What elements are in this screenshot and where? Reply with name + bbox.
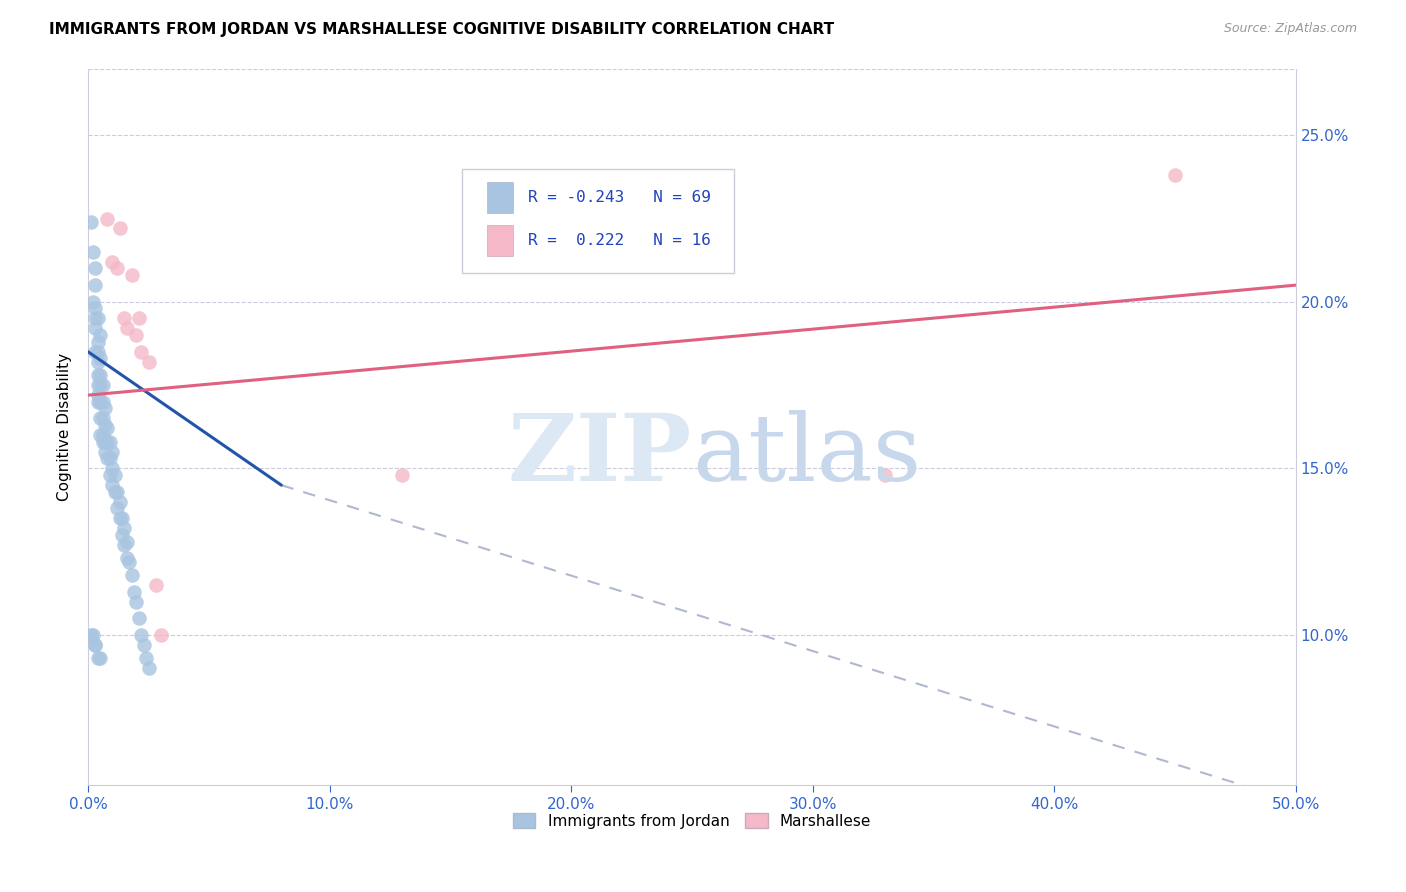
Point [91, 428, 114, 442]
Point [135, 651, 157, 665]
Point [125, 595, 148, 609]
Point [87, 651, 110, 665]
Point [94, 418, 117, 433]
Point [91, 434, 114, 449]
Point [104, 484, 127, 499]
Point [89, 351, 111, 366]
Point [121, 568, 143, 582]
Point [111, 528, 134, 542]
Point [105, 484, 128, 499]
Point [105, 501, 128, 516]
Point [128, 611, 150, 625]
Text: ZIP: ZIP [508, 410, 692, 500]
Point [112, 538, 135, 552]
Point [96, 451, 118, 466]
Point [101, 255, 124, 269]
Point [138, 661, 160, 675]
Point [84, 311, 107, 326]
Legend: Immigrants from Jordan, Marshallese: Immigrants from Jordan, Marshallese [506, 806, 877, 835]
Point [101, 461, 124, 475]
Point [122, 584, 145, 599]
Point [79, 215, 101, 229]
Point [101, 445, 124, 459]
Point [89, 394, 111, 409]
Point [111, 511, 134, 525]
Bar [486, 183, 513, 212]
Point [128, 311, 150, 326]
Point [89, 428, 111, 442]
Point [129, 344, 152, 359]
Point [115, 321, 138, 335]
Point [138, 355, 160, 369]
Point [84, 301, 107, 316]
Point [132, 638, 155, 652]
Point [112, 521, 135, 535]
Point [94, 445, 117, 459]
Point [96, 421, 118, 435]
Point [115, 551, 138, 566]
Point [98, 451, 121, 466]
Point [91, 394, 114, 409]
Point [82, 294, 104, 309]
Point [89, 328, 111, 343]
Point [129, 628, 152, 642]
Point [84, 321, 107, 335]
Point [87, 311, 110, 326]
Point [108, 495, 131, 509]
Point [89, 368, 111, 383]
Point [115, 534, 138, 549]
Point [94, 401, 117, 416]
Point [104, 468, 127, 483]
Point [87, 334, 110, 349]
Point [101, 478, 124, 492]
Point [87, 368, 110, 383]
Text: R =  0.222   N = 16: R = 0.222 N = 16 [527, 233, 710, 248]
Point [108, 511, 131, 525]
Point [873, 468, 896, 483]
Point [91, 411, 114, 425]
Point [87, 388, 110, 402]
Point [149, 628, 172, 642]
Point [145, 578, 167, 592]
Point [96, 211, 118, 226]
Text: Source: ZipAtlas.com: Source: ZipAtlas.com [1223, 22, 1357, 36]
Point [125, 328, 148, 343]
Point [87, 344, 110, 359]
Point [96, 434, 118, 449]
Point [98, 434, 121, 449]
Point [89, 378, 111, 392]
Point [87, 355, 110, 369]
Point [91, 378, 114, 392]
Point [89, 651, 111, 665]
Point [82, 244, 104, 259]
Bar [486, 226, 513, 255]
Point [118, 555, 141, 569]
Point [79, 628, 101, 642]
Text: R = -0.243   N = 69: R = -0.243 N = 69 [527, 190, 710, 205]
Point [84, 638, 107, 652]
Point [108, 221, 131, 235]
Point [82, 628, 104, 642]
Point [112, 311, 135, 326]
Point [121, 268, 143, 282]
Point [391, 468, 413, 483]
Point [89, 411, 111, 425]
Point [1164, 168, 1187, 182]
Y-axis label: Cognitive Disability: Cognitive Disability [58, 352, 72, 501]
Text: IMMIGRANTS FROM JORDAN VS MARSHALLESE COGNITIVE DISABILITY CORRELATION CHART: IMMIGRANTS FROM JORDAN VS MARSHALLESE CO… [49, 22, 834, 37]
Point [84, 278, 107, 293]
Point [84, 344, 107, 359]
Point [98, 468, 121, 483]
Text: atlas: atlas [692, 410, 921, 500]
Point [84, 261, 107, 276]
Point [87, 378, 110, 392]
Point [94, 434, 117, 449]
Point [84, 638, 107, 652]
Point [87, 394, 110, 409]
FancyBboxPatch shape [463, 169, 734, 273]
Point [105, 261, 128, 276]
